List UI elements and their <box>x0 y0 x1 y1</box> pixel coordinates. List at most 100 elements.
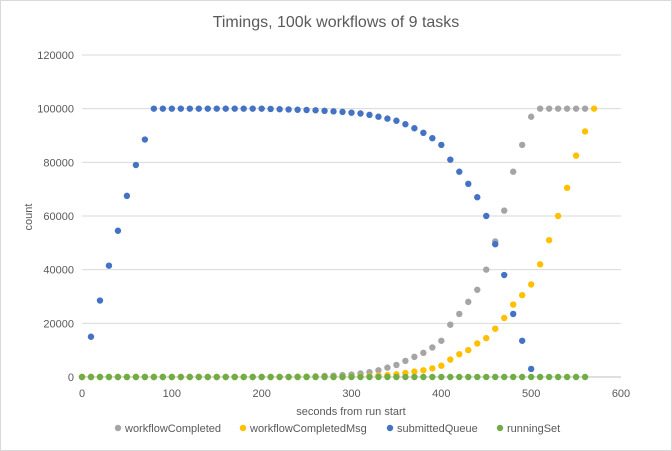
data-point <box>276 106 283 113</box>
data-point <box>518 373 526 381</box>
data-point <box>258 105 265 112</box>
y-tick-label: 120000 <box>37 50 74 62</box>
data-point <box>402 121 409 128</box>
data-point <box>312 107 319 114</box>
data-point <box>527 373 535 381</box>
data-point <box>465 180 472 187</box>
data-point <box>231 373 238 381</box>
data-point <box>267 105 274 113</box>
data-point <box>536 261 544 268</box>
data-point <box>510 168 517 175</box>
data-point <box>581 128 589 135</box>
data-point <box>429 365 436 372</box>
data-point <box>321 373 328 381</box>
data-point <box>411 125 418 132</box>
y-tick-label: 0 <box>68 372 74 384</box>
data-point <box>348 373 355 381</box>
data-point <box>527 113 535 120</box>
data-point <box>447 356 454 363</box>
data-point <box>536 105 544 112</box>
legend-label: runningSet <box>507 423 560 435</box>
data-point <box>249 105 256 112</box>
data-point <box>366 111 373 119</box>
data-point <box>492 240 499 248</box>
data-point <box>501 207 508 214</box>
data-point <box>195 373 202 381</box>
series-workflowCompletedMsg <box>78 105 598 381</box>
data-point <box>357 373 364 381</box>
data-point <box>294 106 301 113</box>
data-point <box>78 373 86 381</box>
data-point <box>330 108 337 115</box>
data-point <box>581 373 589 381</box>
data-point <box>465 373 472 381</box>
gridlines <box>82 54 621 324</box>
data-point <box>465 346 472 354</box>
x-tick-label: 500 <box>522 388 540 400</box>
data-point <box>393 117 400 124</box>
data-point <box>572 105 580 112</box>
data-point <box>501 373 508 381</box>
data-point <box>420 367 427 374</box>
data-point <box>411 368 418 375</box>
data-point <box>231 105 238 112</box>
x-tick-label: 600 <box>612 388 630 400</box>
data-point <box>581 105 589 112</box>
data-point <box>483 373 490 381</box>
data-point <box>204 105 211 112</box>
x-tick-label: 100 <box>163 388 181 400</box>
data-point <box>213 373 220 381</box>
data-point <box>483 212 490 220</box>
data-point <box>554 105 562 112</box>
y-axis-ticks: 0 20000 40000 60000 80000 100000 120000 <box>37 50 74 384</box>
data-point <box>420 129 427 137</box>
data-point <box>545 373 553 381</box>
chart-title: Timings, 100k workflows of 9 tasks <box>213 14 460 31</box>
legend-label: workflowCompleted <box>124 423 221 435</box>
data-point <box>141 136 149 143</box>
data-point <box>375 367 382 374</box>
data-point <box>357 110 364 117</box>
data-point <box>105 262 113 269</box>
data-point <box>501 314 508 322</box>
data-point <box>554 373 562 381</box>
data-point <box>366 373 373 381</box>
data-point <box>545 236 553 244</box>
data-point <box>321 107 328 115</box>
data-point <box>375 113 382 120</box>
data-point <box>456 310 463 318</box>
data-point <box>563 184 571 192</box>
data-point <box>150 105 158 112</box>
data-point <box>456 350 463 358</box>
series-submittedQueue <box>87 105 535 373</box>
data-point <box>447 373 454 381</box>
data-point <box>195 105 202 112</box>
data-point <box>339 108 346 116</box>
data-point <box>159 105 167 112</box>
legend-item: workflowCompleted <box>114 423 221 435</box>
data-point <box>105 373 113 381</box>
data-point <box>393 373 400 381</box>
data-point <box>285 373 292 381</box>
data-point <box>267 373 274 381</box>
data-point <box>132 373 140 381</box>
data-point <box>527 365 535 373</box>
legend-marker <box>386 424 394 432</box>
legend-item: workflowCompletedMsg <box>239 423 367 435</box>
data-point <box>572 373 580 381</box>
data-point <box>518 337 526 344</box>
data-point <box>384 364 391 371</box>
x-tick-label: 300 <box>342 388 360 400</box>
y-axis-label: count <box>23 204 35 231</box>
data-point <box>384 115 391 122</box>
x-tick-label: 400 <box>432 388 450 400</box>
data-point <box>348 109 355 116</box>
data-point <box>510 373 517 381</box>
data-point <box>168 373 176 381</box>
data-point <box>186 105 193 112</box>
data-point <box>420 349 427 357</box>
data-point <box>339 373 346 381</box>
data-point <box>141 373 149 381</box>
data-point <box>402 373 409 381</box>
data-point <box>240 373 247 381</box>
